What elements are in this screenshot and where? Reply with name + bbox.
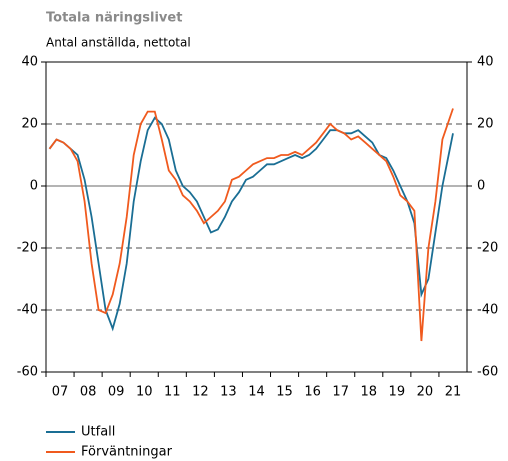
y-tick-label: 0 — [30, 179, 38, 194]
x-tick-label: 12 — [192, 385, 209, 400]
x-tick-label: 17 — [332, 385, 349, 400]
series-line — [48, 108, 454, 342]
y2-tick-label: 40 — [477, 55, 494, 70]
y-tick-label: -20 — [17, 241, 38, 256]
y2-tick-label: 0 — [477, 179, 485, 194]
legend-label: Förväntningar — [81, 445, 173, 460]
y2-tick-label: -20 — [477, 241, 498, 256]
x-tick-label: 21 — [445, 385, 462, 400]
x-tick-label: 18 — [360, 385, 377, 400]
legend-label: Utfall — [81, 425, 115, 440]
y-tick-label: 20 — [21, 117, 38, 132]
y2-tick-label: -40 — [477, 303, 498, 318]
x-tick-label: 16 — [304, 385, 321, 400]
chart-subtitle: Antal anställda, nettotal — [46, 36, 191, 50]
plot-frame — [45, 61, 468, 373]
x-tick-label: 20 — [417, 385, 434, 400]
x-tick-label: 19 — [389, 385, 406, 400]
x-tick-label: 07 — [52, 385, 69, 400]
y2-tick-label: -60 — [477, 365, 498, 380]
x-tick-label: 15 — [276, 385, 293, 400]
x-tick-label: 11 — [164, 385, 181, 400]
x-tick-label: 10 — [136, 385, 153, 400]
x-tick-label: 09 — [108, 385, 125, 400]
x-tick-label: 08 — [80, 385, 97, 400]
y2-tick-label: 20 — [477, 117, 494, 132]
series-line — [48, 116, 454, 332]
x-tick-label: 13 — [220, 385, 237, 400]
y-tick-label: -40 — [17, 303, 38, 318]
chart-title: Totala näringslivet — [46, 11, 182, 26]
x-tick-label: 14 — [248, 385, 265, 400]
y-tick-label: 40 — [21, 55, 38, 70]
y-tick-label: -60 — [17, 365, 38, 380]
